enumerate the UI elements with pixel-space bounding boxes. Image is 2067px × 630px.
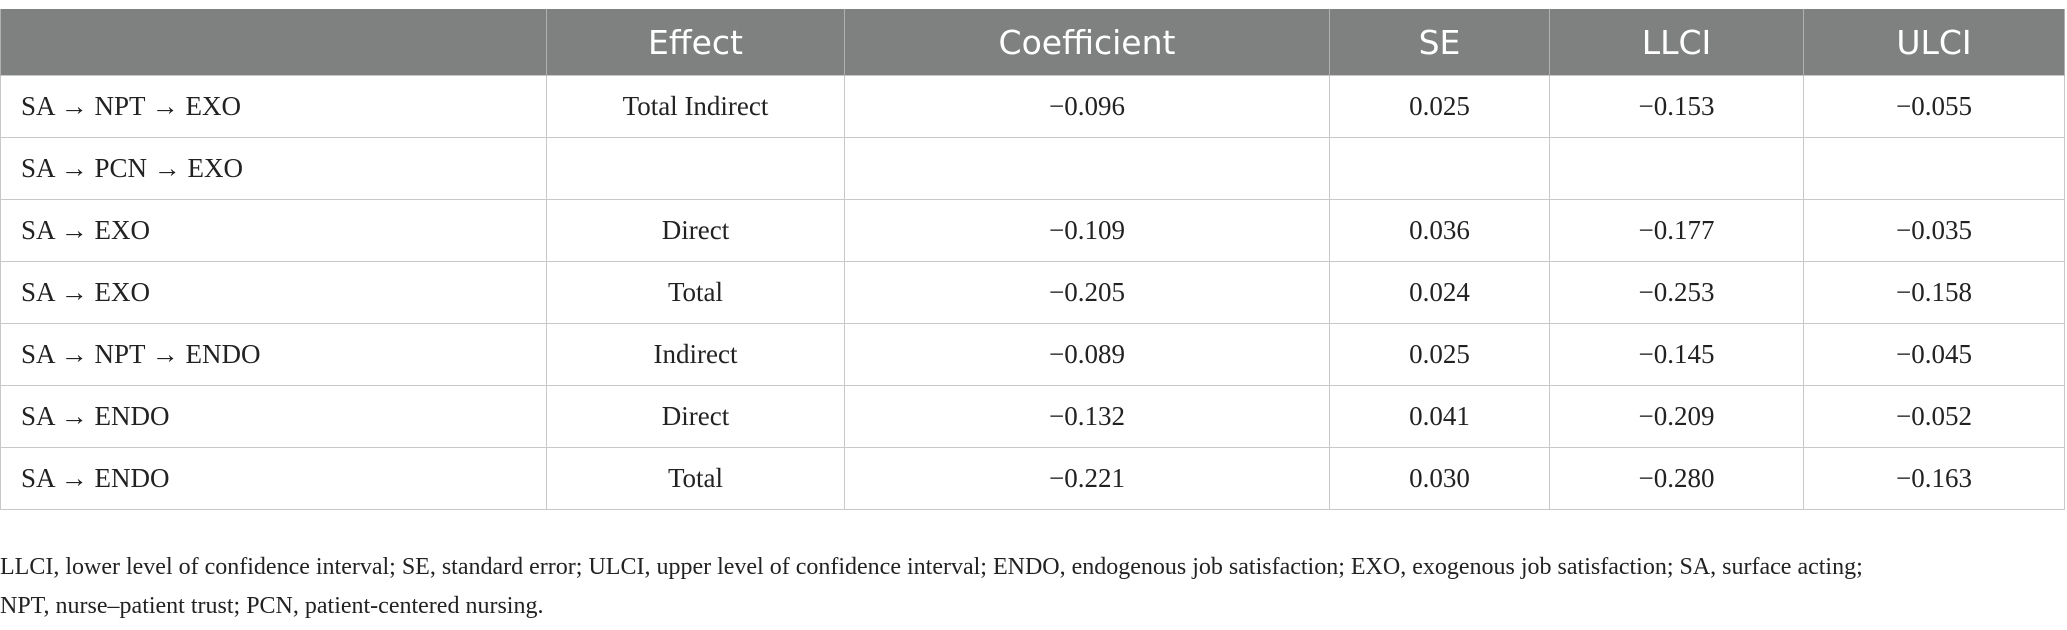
cell: −0.221 xyxy=(844,447,1330,510)
cell: Total xyxy=(546,447,845,510)
cell: Total Indirect xyxy=(546,75,845,138)
header-cell: SE xyxy=(1329,9,1550,76)
cell: 0.030 xyxy=(1329,447,1550,510)
cell: −0.055 xyxy=(1803,75,2065,138)
cell xyxy=(1329,137,1550,200)
cell: 0.025 xyxy=(1329,75,1550,138)
cell: −0.205 xyxy=(844,261,1330,324)
cell: 0.041 xyxy=(1329,385,1550,448)
table-body: SA → NPT → EXO Total Indirect −0.096 0.025−… xyxy=(0,75,2065,510)
cell: Total xyxy=(546,261,845,324)
cell: Direct xyxy=(546,385,845,448)
cell: Indirect xyxy=(546,323,845,386)
table-row: SA → EXO Total −0.205 0.024 −0.253 −0.158 xyxy=(0,261,2065,324)
table-row: SA → ENDO Direct −0.132 0.041 −0.209 −0.052 xyxy=(0,385,2065,448)
cell: 0.024 xyxy=(1329,261,1550,324)
cell xyxy=(844,137,1330,200)
row-label: SA → NPT → ENDO xyxy=(0,323,547,386)
table-row: SA → NPT → EXO Total Indirect −0.096 0.025−… xyxy=(0,75,2065,138)
header-cell: Coefficient xyxy=(844,9,1330,76)
footnote: LLCI, lower level of confidence interval… xyxy=(0,548,1863,626)
cell: −0.145 xyxy=(1549,323,1804,386)
results-table: Effect Coefficient SE LLCI ULCI SA → NPT → E… xyxy=(0,9,2065,510)
row-label: SA → ENDO xyxy=(0,385,547,448)
cell: −0.163 xyxy=(1803,447,2065,510)
cell: −0.153 xyxy=(1549,75,1804,138)
cell: −0.052 xyxy=(1803,385,2065,448)
cell: Direct xyxy=(546,199,845,262)
cell: 0.036 xyxy=(1329,199,1550,262)
row-label: SA → PCN → EXO xyxy=(0,137,547,200)
header-cell xyxy=(0,9,547,76)
row-label: SA → NPT → EXO xyxy=(0,75,547,138)
cell: −0.177 xyxy=(1549,199,1804,262)
cell: −0.109 xyxy=(844,199,1330,262)
row-label: SA → EXO xyxy=(0,199,547,262)
footnote-line: LLCI, lower level of confidence interval… xyxy=(0,554,1863,580)
cell: −0.096 xyxy=(844,75,1330,138)
cell: −0.253 xyxy=(1549,261,1804,324)
cell: −0.035 xyxy=(1803,199,2065,262)
footnote-line: NPT, nurse–patient trust; PCN, patient-c… xyxy=(0,593,544,619)
cell: −0.158 xyxy=(1803,261,2065,324)
cell xyxy=(546,137,845,200)
cell xyxy=(1549,137,1804,200)
row-label: SA → ENDO xyxy=(0,447,547,510)
cell: −0.045 xyxy=(1803,323,2065,386)
header-cell: Effect xyxy=(546,9,845,76)
cell: −0.089 xyxy=(844,323,1330,386)
table-row: SA → EXO Direct −0.109 0.036 −0.177 −0.035 xyxy=(0,199,2065,262)
header-cell: LLCI xyxy=(1549,9,1804,76)
cell: −0.132 xyxy=(844,385,1330,448)
table-row: SA → NPT → ENDO Indirect −0.089 0.025 −0.145… xyxy=(0,323,2065,386)
cell: −0.209 xyxy=(1549,385,1804,448)
cell: −0.280 xyxy=(1549,447,1804,510)
cell: 0.025 xyxy=(1329,323,1550,386)
header-cell: ULCI xyxy=(1803,9,2065,76)
table-row: SA → ENDO Total −0.221 0.030 −0.280 −0.163 xyxy=(0,447,2065,510)
header-row: Effect Coefficient SE LLCI ULCI xyxy=(0,9,2065,76)
table-row: SA → PCN → EXO xyxy=(0,137,2065,200)
row-label: SA → EXO xyxy=(0,261,547,324)
cell xyxy=(1803,137,2065,200)
